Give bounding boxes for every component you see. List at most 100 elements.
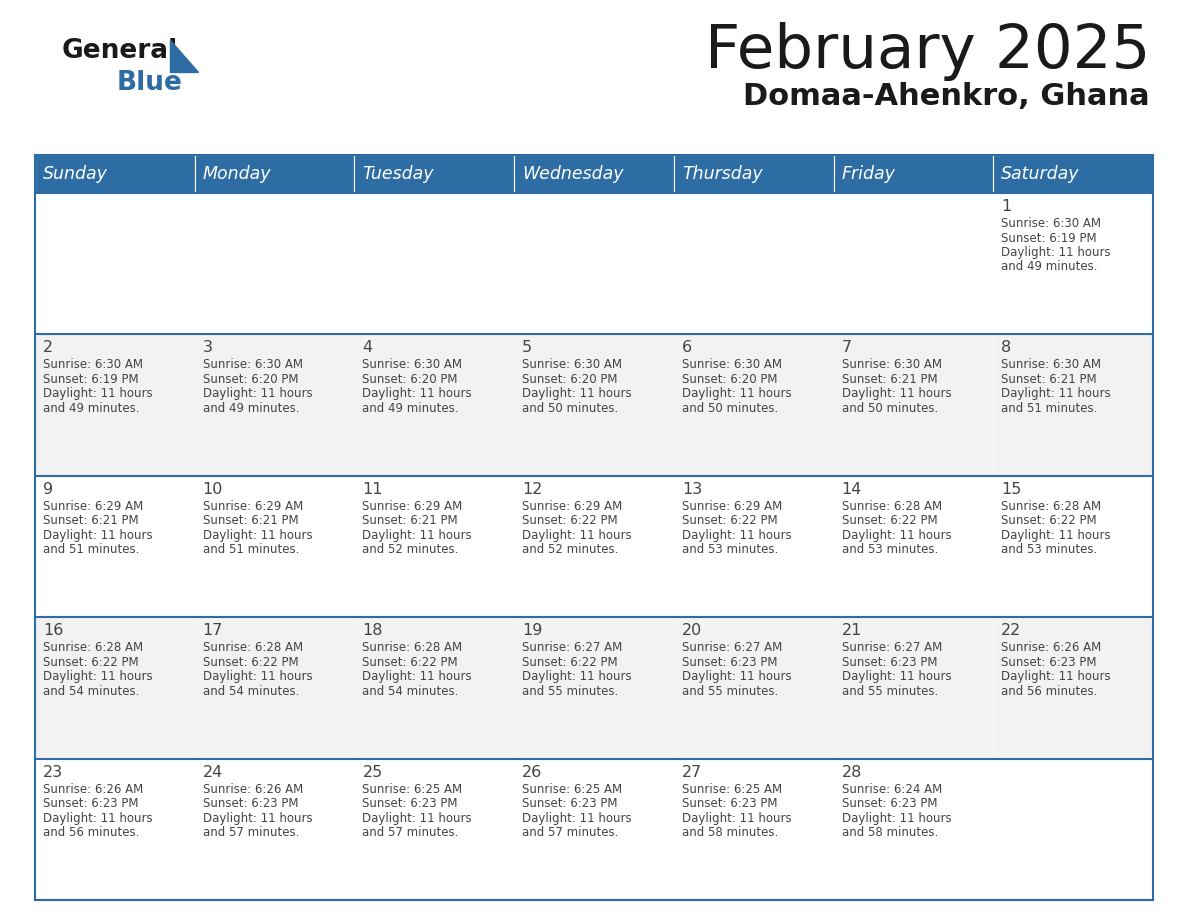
Text: Sunday: Sunday <box>43 165 108 183</box>
Text: Sunset: 6:22 PM: Sunset: 6:22 PM <box>523 514 618 527</box>
Bar <box>34 334 195 476</box>
Bar <box>354 617 514 758</box>
Text: and 53 minutes.: and 53 minutes. <box>841 543 937 556</box>
Text: Sunrise: 6:29 AM: Sunrise: 6:29 AM <box>43 499 144 513</box>
Bar <box>195 193 354 334</box>
Text: Daylight: 11 hours: Daylight: 11 hours <box>362 812 472 824</box>
Bar <box>34 155 195 193</box>
Text: Sunrise: 6:27 AM: Sunrise: 6:27 AM <box>523 641 623 655</box>
Bar <box>834 617 993 758</box>
Text: Sunrise: 6:30 AM: Sunrise: 6:30 AM <box>43 358 143 372</box>
Text: 9: 9 <box>43 482 53 497</box>
Text: and 50 minutes.: and 50 minutes. <box>841 402 937 415</box>
Text: 26: 26 <box>523 765 543 779</box>
Text: and 55 minutes.: and 55 minutes. <box>682 685 778 698</box>
Text: 2: 2 <box>43 341 53 355</box>
Text: and 58 minutes.: and 58 minutes. <box>841 826 937 839</box>
Text: 24: 24 <box>203 765 223 779</box>
Bar <box>195 334 354 476</box>
Text: Daylight: 11 hours: Daylight: 11 hours <box>1001 529 1111 542</box>
Text: General: General <box>62 38 178 64</box>
Bar <box>354 334 514 476</box>
Bar <box>834 334 993 476</box>
Text: 20: 20 <box>682 623 702 638</box>
Bar <box>834 476 993 617</box>
Text: Sunrise: 6:30 AM: Sunrise: 6:30 AM <box>682 358 782 372</box>
Text: Sunrise: 6:30 AM: Sunrise: 6:30 AM <box>362 358 462 372</box>
Text: and 58 minutes.: and 58 minutes. <box>682 826 778 839</box>
Text: Daylight: 11 hours: Daylight: 11 hours <box>43 670 152 683</box>
Bar <box>993 476 1154 617</box>
Text: and 53 minutes.: and 53 minutes. <box>682 543 778 556</box>
Text: Sunset: 6:20 PM: Sunset: 6:20 PM <box>203 373 298 386</box>
Text: Sunset: 6:23 PM: Sunset: 6:23 PM <box>43 797 139 810</box>
Text: 16: 16 <box>43 623 63 638</box>
Bar <box>514 155 674 193</box>
Text: Daylight: 11 hours: Daylight: 11 hours <box>523 387 632 400</box>
Text: Sunset: 6:22 PM: Sunset: 6:22 PM <box>43 655 139 668</box>
Text: and 52 minutes.: and 52 minutes. <box>523 543 619 556</box>
Polygon shape <box>170 40 198 72</box>
Text: Thursday: Thursday <box>682 165 763 183</box>
Text: and 54 minutes.: and 54 minutes. <box>203 685 299 698</box>
Text: 14: 14 <box>841 482 862 497</box>
Text: Daylight: 11 hours: Daylight: 11 hours <box>1001 670 1111 683</box>
Text: Daylight: 11 hours: Daylight: 11 hours <box>523 670 632 683</box>
Bar <box>993 193 1154 334</box>
Bar <box>34 476 195 617</box>
Text: Sunrise: 6:27 AM: Sunrise: 6:27 AM <box>841 641 942 655</box>
Text: Sunrise: 6:25 AM: Sunrise: 6:25 AM <box>523 783 623 796</box>
Text: and 49 minutes.: and 49 minutes. <box>362 402 459 415</box>
Text: and 54 minutes.: and 54 minutes. <box>43 685 139 698</box>
Bar <box>993 155 1154 193</box>
Text: Blue: Blue <box>116 70 183 96</box>
Bar <box>834 193 993 334</box>
Text: Daylight: 11 hours: Daylight: 11 hours <box>43 812 152 824</box>
Text: and 55 minutes.: and 55 minutes. <box>841 685 937 698</box>
Bar <box>993 334 1154 476</box>
Bar <box>674 155 834 193</box>
Text: Saturday: Saturday <box>1001 165 1080 183</box>
Text: Sunset: 6:20 PM: Sunset: 6:20 PM <box>362 373 457 386</box>
Text: Sunrise: 6:30 AM: Sunrise: 6:30 AM <box>1001 217 1101 230</box>
Text: and 57 minutes.: and 57 minutes. <box>523 826 619 839</box>
Bar <box>993 617 1154 758</box>
Text: Sunset: 6:21 PM: Sunset: 6:21 PM <box>203 514 298 527</box>
Text: Daylight: 11 hours: Daylight: 11 hours <box>841 812 952 824</box>
Text: Sunrise: 6:28 AM: Sunrise: 6:28 AM <box>203 641 303 655</box>
Text: and 51 minutes.: and 51 minutes. <box>1001 402 1098 415</box>
Text: Sunset: 6:20 PM: Sunset: 6:20 PM <box>523 373 618 386</box>
Text: Sunrise: 6:30 AM: Sunrise: 6:30 AM <box>203 358 303 372</box>
Text: Sunrise: 6:28 AM: Sunrise: 6:28 AM <box>1001 499 1101 513</box>
Text: Daylight: 11 hours: Daylight: 11 hours <box>1001 387 1111 400</box>
Text: Sunset: 6:19 PM: Sunset: 6:19 PM <box>43 373 139 386</box>
Text: Sunset: 6:20 PM: Sunset: 6:20 PM <box>682 373 777 386</box>
Bar <box>195 617 354 758</box>
Text: Sunrise: 6:25 AM: Sunrise: 6:25 AM <box>362 783 462 796</box>
Text: Daylight: 11 hours: Daylight: 11 hours <box>682 529 791 542</box>
Text: and 57 minutes.: and 57 minutes. <box>203 826 299 839</box>
Text: 10: 10 <box>203 482 223 497</box>
Bar <box>195 476 354 617</box>
Text: Daylight: 11 hours: Daylight: 11 hours <box>203 670 312 683</box>
Text: 19: 19 <box>523 623 543 638</box>
Text: and 56 minutes.: and 56 minutes. <box>43 826 139 839</box>
Text: Daylight: 11 hours: Daylight: 11 hours <box>841 387 952 400</box>
Bar <box>195 155 354 193</box>
Bar <box>514 758 674 900</box>
Bar <box>514 193 674 334</box>
Text: Sunrise: 6:30 AM: Sunrise: 6:30 AM <box>841 358 942 372</box>
Text: Sunset: 6:21 PM: Sunset: 6:21 PM <box>1001 373 1097 386</box>
Text: Daylight: 11 hours: Daylight: 11 hours <box>682 812 791 824</box>
Bar <box>195 758 354 900</box>
Bar <box>674 193 834 334</box>
Text: Daylight: 11 hours: Daylight: 11 hours <box>523 812 632 824</box>
Text: Daylight: 11 hours: Daylight: 11 hours <box>523 529 632 542</box>
Text: Sunset: 6:22 PM: Sunset: 6:22 PM <box>362 655 459 668</box>
Bar <box>354 476 514 617</box>
Text: 23: 23 <box>43 765 63 779</box>
Bar <box>834 155 993 193</box>
Bar <box>674 334 834 476</box>
Text: Sunset: 6:21 PM: Sunset: 6:21 PM <box>841 373 937 386</box>
Text: Friday: Friday <box>841 165 896 183</box>
